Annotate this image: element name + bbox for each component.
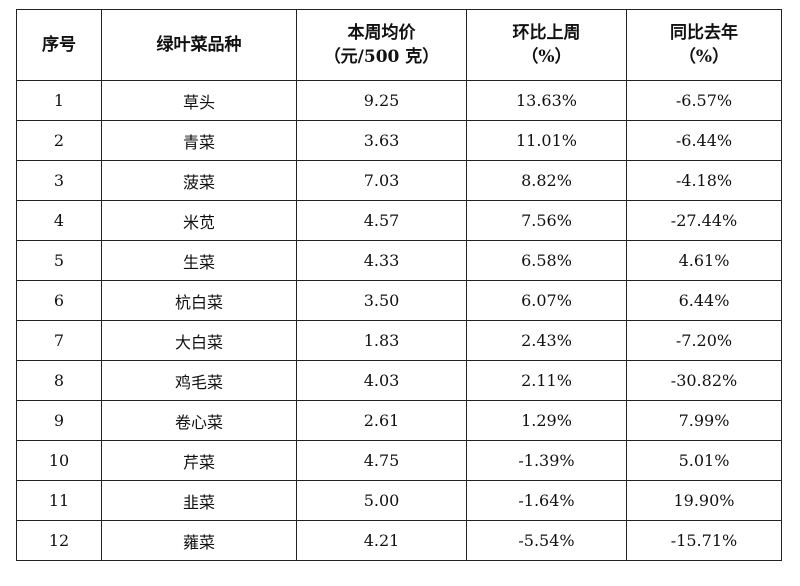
- cell-price: 5.00: [296, 480, 467, 521]
- header-price: 本周均价 （元/500 克）: [296, 9, 467, 81]
- cell-price: 4.03: [296, 360, 467, 401]
- cell-index: 4: [16, 200, 102, 241]
- cell-index: 5: [16, 240, 102, 281]
- cell-price: 4.57: [296, 200, 467, 241]
- header-price-label: 本周均价: [347, 23, 416, 43]
- header-wow: 环比上周 （%）: [466, 9, 627, 81]
- cell-price: 4.75: [296, 440, 467, 481]
- table-header-row: 序号 绿叶菜品种 本周均价 （元/500 克） 环比上周 （%） 同比去年 （%…: [16, 9, 782, 81]
- cell-yoy: -15.71%: [626, 520, 782, 561]
- cell-variety: 鸡毛菜: [101, 360, 297, 401]
- cell-index: 2: [16, 120, 102, 161]
- cell-variety: 蕹菜: [101, 520, 297, 561]
- cell-wow: 6.58%: [466, 240, 627, 281]
- cell-wow: 7.56%: [466, 200, 627, 241]
- cell-variety: 韭菜: [101, 480, 297, 521]
- cell-variety: 大白菜: [101, 320, 297, 361]
- cell-yoy: 19.90%: [626, 480, 782, 521]
- cell-variety: 草头: [101, 80, 297, 121]
- cell-yoy: -30.82%: [626, 360, 782, 401]
- cell-wow: 6.07%: [466, 280, 627, 321]
- cell-index: 7: [16, 320, 102, 361]
- cell-wow: -1.39%: [466, 440, 627, 481]
- cell-yoy: 4.61%: [626, 240, 782, 281]
- cell-wow: 8.82%: [466, 160, 627, 201]
- cell-index: 8: [16, 360, 102, 401]
- cell-wow: 2.11%: [466, 360, 627, 401]
- cell-index: 3: [16, 160, 102, 201]
- cell-index: 10: [16, 440, 102, 481]
- cell-wow: -5.54%: [466, 520, 627, 561]
- cell-variety: 米苋: [101, 200, 297, 241]
- table-row: 1 草头 9.25 13.63% -6.57%: [16, 80, 782, 121]
- header-wow-label: 环比上周: [512, 23, 581, 43]
- header-yoy: 同比去年 （%）: [626, 9, 782, 81]
- cell-price: 3.63: [296, 120, 467, 161]
- cell-yoy: 6.44%: [626, 280, 782, 321]
- header-index: 序号: [16, 9, 102, 81]
- cell-index: 9: [16, 400, 102, 441]
- cell-wow: 13.63%: [466, 80, 627, 121]
- cell-variety: 芹菜: [101, 440, 297, 481]
- table-row: 2 青菜 3.63 11.01% -6.44%: [16, 120, 782, 161]
- header-yoy-label: 同比去年: [670, 23, 738, 43]
- cell-index: 1: [16, 80, 102, 121]
- cell-price: 3.50: [296, 280, 467, 321]
- cell-price: 7.03: [296, 160, 467, 201]
- header-variety: 绿叶菜品种: [101, 9, 297, 81]
- table-row: 4 米苋 4.57 7.56% -27.44%: [16, 200, 782, 241]
- table-row: 9 卷心菜 2.61 1.29% 7.99%: [16, 400, 782, 441]
- cell-yoy: -6.57%: [626, 80, 782, 121]
- cell-index: 12: [16, 520, 102, 561]
- cell-variety: 菠菜: [101, 160, 297, 201]
- header-price-unit: （元/500 克）: [323, 47, 440, 67]
- table-row: 5 生菜 4.33 6.58% 4.61%: [16, 240, 782, 281]
- cell-price: 2.61: [296, 400, 467, 441]
- cell-variety: 杭白菜: [101, 280, 297, 321]
- header-variety-label: 绿叶菜品种: [156, 35, 242, 55]
- cell-variety: 卷心菜: [101, 400, 297, 441]
- cell-price: 9.25: [296, 80, 467, 121]
- table-row: 7 大白菜 1.83 2.43% -7.20%: [16, 320, 782, 361]
- cell-index: 11: [16, 480, 102, 521]
- cell-index: 6: [16, 280, 102, 321]
- cell-yoy: -7.20%: [626, 320, 782, 361]
- table-row: 10 芹菜 4.75 -1.39% 5.01%: [16, 440, 782, 481]
- table-row: 12 蕹菜 4.21 -5.54% -15.71%: [16, 520, 782, 561]
- header-wow-unit: （%）: [521, 47, 572, 67]
- cell-yoy: -6.44%: [626, 120, 782, 161]
- cell-variety: 青菜: [101, 120, 297, 161]
- cell-yoy: 5.01%: [626, 440, 782, 481]
- header-index-label: 序号: [42, 35, 76, 55]
- cell-wow: 2.43%: [466, 320, 627, 361]
- cell-wow: 11.01%: [466, 120, 627, 161]
- cell-variety: 生菜: [101, 240, 297, 281]
- cell-yoy: -27.44%: [626, 200, 782, 241]
- cell-wow: 1.29%: [466, 400, 627, 441]
- cell-wow: -1.64%: [466, 480, 627, 521]
- table-row: 8 鸡毛菜 4.03 2.11% -30.82%: [16, 360, 782, 401]
- table-row: 3 菠菜 7.03 8.82% -4.18%: [16, 160, 782, 201]
- green-vegetable-price-table: 序号 绿叶菜品种 本周均价 （元/500 克） 环比上周 （%） 同比去年 （%…: [16, 9, 782, 561]
- cell-price: 4.33: [296, 240, 467, 281]
- cell-yoy: 7.99%: [626, 400, 782, 441]
- cell-price: 4.21: [296, 520, 467, 561]
- header-yoy-unit: （%）: [678, 47, 730, 67]
- cell-yoy: -4.18%: [626, 160, 782, 201]
- table-row: 11 韭菜 5.00 -1.64% 19.90%: [16, 480, 782, 521]
- table-row: 6 杭白菜 3.50 6.07% 6.44%: [16, 280, 782, 321]
- cell-price: 1.83: [296, 320, 467, 361]
